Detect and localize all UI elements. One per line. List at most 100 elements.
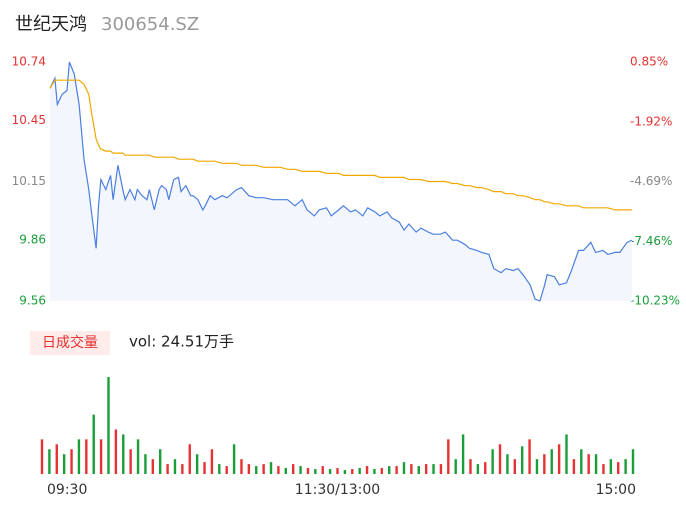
volume-bar [476, 464, 480, 474]
volume-bar [631, 449, 635, 474]
volume-bar [388, 466, 391, 474]
volume-bar [565, 434, 568, 474]
volume-bar [247, 464, 251, 474]
volume-bar [580, 449, 583, 474]
y-tick-label: 10.45 [12, 113, 46, 127]
y2-tick-label: 0.85% [630, 55, 668, 69]
price-line [49, 61, 633, 302]
volume-bar [380, 468, 384, 474]
volume-bar [291, 464, 295, 474]
volume-bar [543, 454, 546, 474]
volume-bar [48, 449, 51, 474]
price-area [50, 62, 632, 301]
volume-bar [550, 449, 553, 474]
volume-bar [557, 444, 561, 474]
volume-bar [358, 468, 361, 474]
volume-bar [232, 444, 236, 474]
volume-bar [498, 444, 502, 474]
y2-tick-label: -4.69% [630, 174, 672, 188]
volume-bar [122, 434, 125, 474]
volume-bar [624, 459, 627, 474]
x-tick-label: 09:30 [47, 482, 87, 498]
stock-code: 300654.SZ [101, 14, 199, 35]
volume-bar [262, 464, 265, 474]
volume-bar [587, 454, 590, 474]
volume-bar [343, 470, 347, 474]
volume-bar [107, 376, 110, 474]
volume-bar [225, 466, 228, 474]
volume-bar [85, 439, 88, 474]
y-tick-label: 10.74 [12, 55, 46, 69]
volume-bar [351, 469, 354, 474]
volume-bar [609, 459, 613, 474]
volume-bar [439, 464, 443, 474]
volume-bar [572, 459, 576, 474]
volume-bar [240, 459, 243, 474]
volume-bar [277, 466, 280, 474]
volume-bar [255, 466, 258, 474]
volume-bar [269, 462, 273, 474]
volume-bar [520, 446, 524, 474]
volume-bar [314, 469, 317, 474]
volume-bar [92, 414, 95, 474]
volume-bar [284, 468, 287, 474]
y-tick-label: 9.86 [19, 233, 46, 247]
volume-bar [402, 462, 406, 474]
volume-bar [432, 464, 435, 474]
volume-bar [114, 429, 118, 474]
volume-bar [373, 469, 376, 474]
volume-bar [602, 464, 605, 474]
volume-bar [491, 449, 494, 474]
y2-tick-label: -10.23% [630, 294, 680, 308]
volume-bar [454, 459, 457, 474]
volume-bar [70, 449, 73, 474]
volume-bar [188, 444, 191, 474]
volume-tab-bg [30, 331, 110, 355]
volume-bar [299, 466, 302, 474]
volume-bar [395, 466, 398, 474]
volume-bar [40, 439, 44, 474]
volume-bar [336, 468, 339, 474]
volume-bar [535, 459, 539, 474]
volume-bar [77, 439, 81, 474]
volume-bar [181, 464, 184, 474]
volume-bar [195, 454, 199, 474]
volume-bar [321, 466, 324, 474]
volume-bar [173, 459, 177, 474]
volume-bar [99, 439, 103, 474]
volume-bar [424, 464, 428, 474]
volume-bar [513, 459, 516, 474]
volume-bar [218, 464, 221, 474]
volume-bar [129, 449, 132, 474]
volume-bar [306, 468, 310, 474]
volume-bar [203, 462, 206, 474]
volume-bar [55, 444, 58, 474]
y2-tick-label: -1.92% [630, 114, 672, 128]
average-line [49, 79, 632, 211]
stock-name: 世纪天鸿 [15, 14, 87, 35]
volume-bar [159, 449, 162, 474]
volume-bar [210, 449, 214, 474]
volume-bar [594, 454, 598, 474]
volume-bar [447, 439, 450, 474]
y-tick-label: 10.15 [12, 174, 46, 188]
volume-bar [617, 462, 620, 474]
volume-total: vol: 24.51万手 [129, 333, 234, 351]
volume-bar [136, 439, 140, 474]
x-tick-label: 15:00 [596, 482, 636, 498]
volume-tab[interactable]: 日成交量 [42, 334, 98, 351]
volume-bar [528, 439, 531, 474]
x-tick-label: 11:30/13:00 [295, 482, 380, 498]
volume-bar [62, 454, 66, 474]
volume-bar [461, 434, 465, 474]
volume-bar [166, 464, 169, 474]
volume-bar [469, 459, 472, 474]
volume-bar [417, 466, 420, 474]
volume-bar [144, 454, 147, 474]
volume-bar [328, 469, 332, 474]
volume-bar [365, 466, 369, 474]
volume-bar [151, 459, 155, 474]
y2-tick-label: -7.46% [630, 234, 672, 248]
volume-bar [484, 462, 487, 474]
